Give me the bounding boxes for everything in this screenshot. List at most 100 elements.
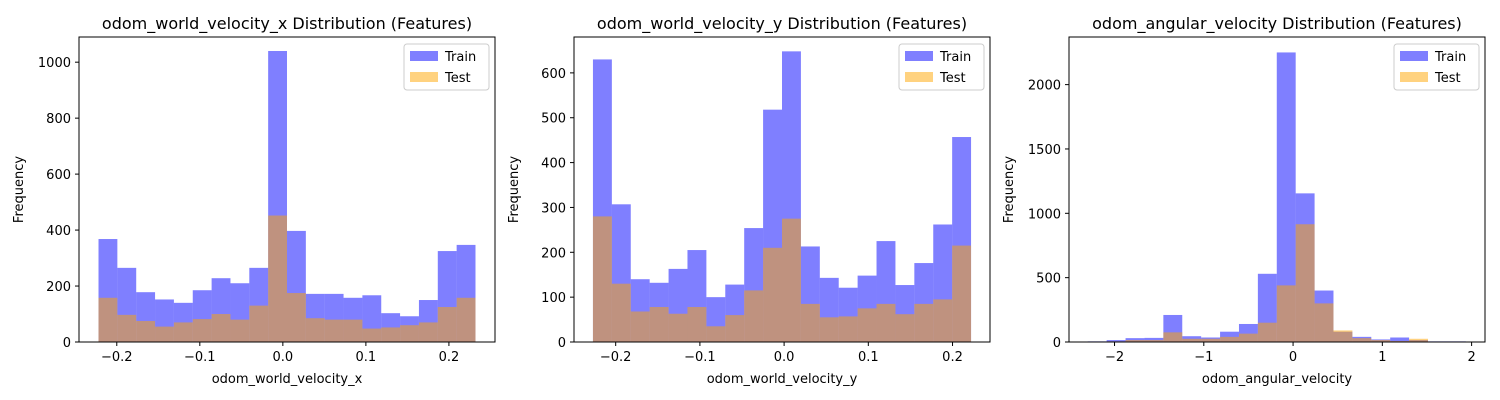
test-bar (592, 216, 612, 342)
test-bar (362, 328, 382, 342)
train-bar (1144, 337, 1164, 342)
train-bar (1106, 340, 1126, 342)
tick-group: −2 −1 0 1 2 0 500 1000 1500 2000 (1028, 79, 1476, 365)
legend-label: Test (444, 71, 471, 86)
train-legend-swatch (1400, 51, 1428, 61)
y-tick-label: 1500 (1028, 143, 1061, 158)
x-tick-label: −0.2 (600, 350, 632, 365)
test-bar (763, 247, 782, 342)
test-bar (1333, 330, 1353, 342)
test-legend-swatch (905, 72, 933, 82)
test-bar (155, 326, 174, 342)
y-tick-label: 600 (46, 168, 71, 183)
legend-label: Test (939, 71, 966, 86)
test-bar (117, 314, 137, 342)
x-tick-label: 0.2 (439, 350, 460, 365)
test-bar (418, 322, 438, 342)
test-bar (136, 321, 156, 342)
test-bar (952, 245, 972, 342)
test-bar (192, 319, 212, 342)
y-tick-label: 100 (541, 291, 566, 306)
test-bar (249, 305, 269, 342)
x-tick-label: −2 (1105, 350, 1124, 365)
y-axis-label: Frequency (1002, 156, 1017, 223)
test-bar (668, 313, 688, 342)
test-bar (268, 215, 287, 342)
test-bar (895, 314, 915, 342)
x-tick-label: 0.1 (356, 350, 377, 365)
test-bar (98, 297, 118, 342)
test-bar (400, 325, 419, 342)
axes-frame (1068, 36, 1486, 343)
x-tick-label: 2 (1467, 350, 1475, 365)
x-tick-label: 0.2 (942, 350, 963, 365)
y-tick-label: 300 (541, 201, 566, 216)
y-tick-label: 600 (541, 67, 566, 82)
test-bar (1163, 332, 1183, 342)
legend-label: Test (1434, 71, 1461, 86)
test-legend-swatch (1400, 72, 1428, 82)
y-tick-label: 800 (46, 112, 71, 127)
train-bar (1390, 337, 1410, 342)
test-bar (305, 318, 325, 342)
test-bar (1257, 322, 1277, 342)
test-bar (381, 327, 401, 342)
test-bar (343, 319, 363, 342)
y-tick-label: 200 (46, 280, 71, 295)
subplot-velocity-x: odom_world_velocity_x Distribution (Feat… (12, 14, 496, 387)
y-tick-label: 1000 (1028, 207, 1061, 222)
test-bar (230, 319, 250, 342)
test-bar (1314, 303, 1334, 342)
legend-label: Train (444, 50, 476, 65)
bar-group (592, 51, 972, 343)
test-bar (1295, 224, 1315, 342)
test-bar (287, 293, 306, 342)
test-legend-swatch (410, 72, 438, 82)
test-bar (1182, 338, 1202, 342)
test-bar (1371, 340, 1391, 342)
test-bar (1409, 338, 1428, 342)
x-tick-label: 0.0 (273, 350, 294, 365)
test-bar (1238, 333, 1258, 342)
test-bar (649, 307, 669, 342)
y-tick-label: 2000 (1028, 79, 1061, 94)
test-bar (1390, 340, 1410, 342)
chart-title: odom_angular_velocity Distribution (Feat… (1092, 14, 1462, 34)
y-axis-label: Frequency (507, 156, 522, 223)
x-axis-label: odom_angular_velocity (1202, 372, 1353, 387)
axes-frame (573, 36, 991, 343)
legend-label: Train (939, 50, 971, 65)
tick-group: −0.2 −0.1 0.0 0.1 0.2 0 200 400 600 800 1000 (38, 56, 459, 365)
subplot-velocity-y: odom_world_velocity_y Distribution (Feat… (507, 14, 991, 387)
test-bar (611, 283, 631, 342)
y-tick-label: 200 (541, 246, 566, 261)
x-tick-label: 0.1 (858, 350, 879, 365)
chart-title: odom_world_velocity_y Distribution (Feat… (597, 14, 967, 34)
test-bar (838, 316, 858, 342)
test-bar (456, 297, 476, 342)
legend: Train Test (898, 43, 985, 91)
test-bar (1144, 340, 1164, 342)
test-bar (1276, 285, 1296, 342)
test-bar (1125, 340, 1145, 342)
test-bar (1201, 338, 1221, 342)
y-tick-label: 0 (63, 336, 71, 351)
y-tick-label: 0 (1053, 336, 1061, 351)
y-axis-label: Frequency (12, 156, 27, 223)
y-tick-label: 500 (1036, 272, 1061, 287)
y-tick-label: 1000 (38, 56, 71, 71)
test-bar (437, 307, 457, 342)
legend: Train Test (403, 43, 490, 91)
test-bar (800, 303, 820, 343)
test-bar (744, 290, 764, 342)
y-tick-label: 500 (541, 112, 566, 127)
test-bar (782, 218, 801, 342)
test-bar (1220, 336, 1239, 342)
x-tick-label: 0 (1289, 350, 1297, 365)
bar-group (1087, 52, 1466, 342)
legend: Train Test (1393, 43, 1480, 91)
test-bar (876, 303, 896, 343)
chart-title: odom_world_velocity_x Distribution (Feat… (102, 14, 472, 34)
x-axis-label: odom_world_velocity_x (212, 372, 363, 387)
